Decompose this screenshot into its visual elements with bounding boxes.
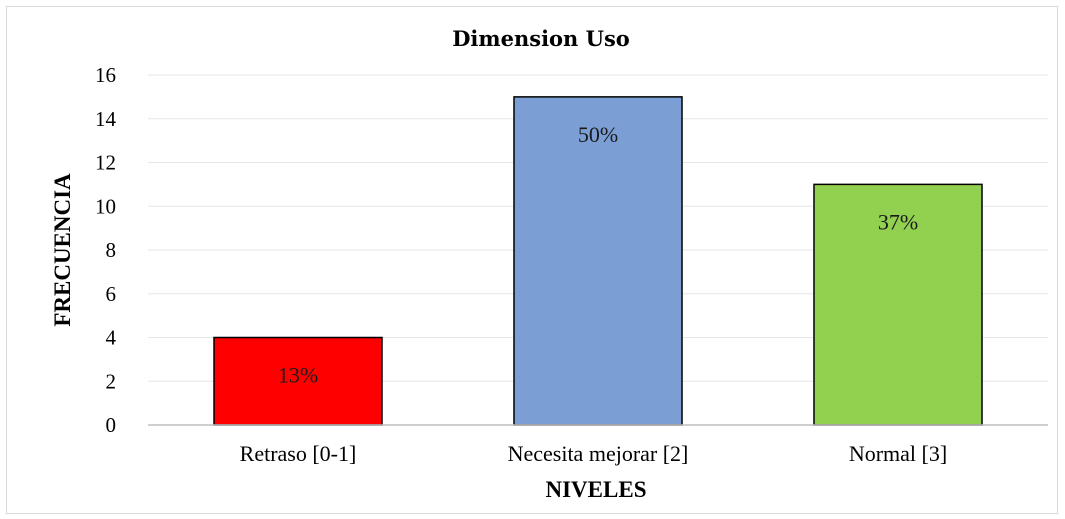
y-tick-label: 2 xyxy=(106,369,117,393)
bar xyxy=(813,183,983,426)
category-label: Retraso [0-1] xyxy=(240,441,357,466)
y-tick-label: 10 xyxy=(95,194,116,218)
bar xyxy=(213,336,383,426)
y-tick-label: 6 xyxy=(106,282,117,306)
y-tick-labels: 0 2 4 6 8 10 12 14 16 xyxy=(95,63,117,437)
y-tick-label: 14 xyxy=(95,107,117,131)
y-axis-title: FRECUENCIA xyxy=(50,173,75,327)
category-label: Necesita mejorar [2] xyxy=(508,441,689,466)
data-label: 37% xyxy=(878,209,918,234)
chart-title: Dimension Uso xyxy=(452,26,630,51)
data-labels: 13% 50% 37% xyxy=(278,122,918,388)
x-axis-title: NIVELES xyxy=(546,477,647,502)
y-tick-label: 4 xyxy=(106,326,117,350)
y-tick-label: 0 xyxy=(106,413,117,437)
y-tick-label: 12 xyxy=(95,151,116,175)
data-label: 50% xyxy=(578,122,618,147)
y-tick-label: 8 xyxy=(106,238,117,262)
bars xyxy=(213,96,983,426)
y-tick-label: 16 xyxy=(95,63,116,87)
category-label: Normal [3] xyxy=(849,441,947,466)
data-label: 13% xyxy=(278,363,318,388)
category-labels: Retraso [0-1] Necesita mejorar [2] Normal … xyxy=(240,441,948,466)
bar xyxy=(513,96,683,426)
